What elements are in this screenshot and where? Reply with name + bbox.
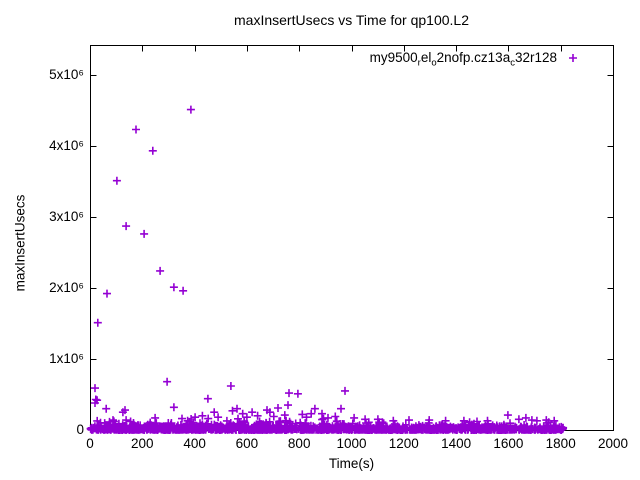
x-tick-label: 200: [131, 436, 154, 451]
y-tick-label: 5x10⁶: [49, 66, 84, 82]
y-tick-label: 2x10⁶: [49, 279, 84, 295]
x-tick-label: 1200: [388, 436, 419, 451]
chart-title: maxInsertUsecs vs Time for qp100.L2: [234, 12, 469, 28]
legend-text-part: my9500: [369, 50, 418, 65]
legend-marker-icon: [569, 54, 577, 62]
x-tick-label: 400: [183, 436, 206, 451]
legend-subscript: c: [510, 57, 515, 69]
legend-series-label: my9500relo2nofp.cz13ac32r128: [369, 50, 557, 68]
x-tick-label: 600: [235, 436, 259, 451]
legend-subscript: r: [417, 57, 421, 69]
y-tick-label: 0: [76, 422, 84, 437]
legend-text-part: 32r128: [514, 50, 557, 65]
y-tick-label: 4x10⁶: [49, 137, 84, 153]
x-tick-label: 1600: [493, 436, 524, 451]
legend-text-part: 2nofp.cz13a: [436, 50, 511, 65]
x-tick-label: 1800: [545, 436, 576, 451]
x-tick-label: 1000: [336, 436, 367, 451]
legend-subscript: o: [431, 57, 437, 69]
y-tick-label: 3x10⁶: [49, 208, 84, 224]
legend: my9500relo2nofp.cz13ac32r128: [369, 50, 557, 68]
y-tick-label: 1x10⁶: [49, 350, 84, 366]
x-tick-label: 1400: [441, 436, 472, 451]
legend-text-part: el: [420, 50, 432, 65]
plot-border: [90, 45, 614, 431]
plot-frame: [90, 45, 614, 431]
x-axis-label: Time(s): [328, 456, 375, 471]
x-tick-label: 800: [287, 436, 311, 451]
x-tick-label: 0: [86, 436, 94, 451]
x-tick-label: 2000: [597, 436, 629, 451]
scatter-points: [86, 105, 568, 434]
